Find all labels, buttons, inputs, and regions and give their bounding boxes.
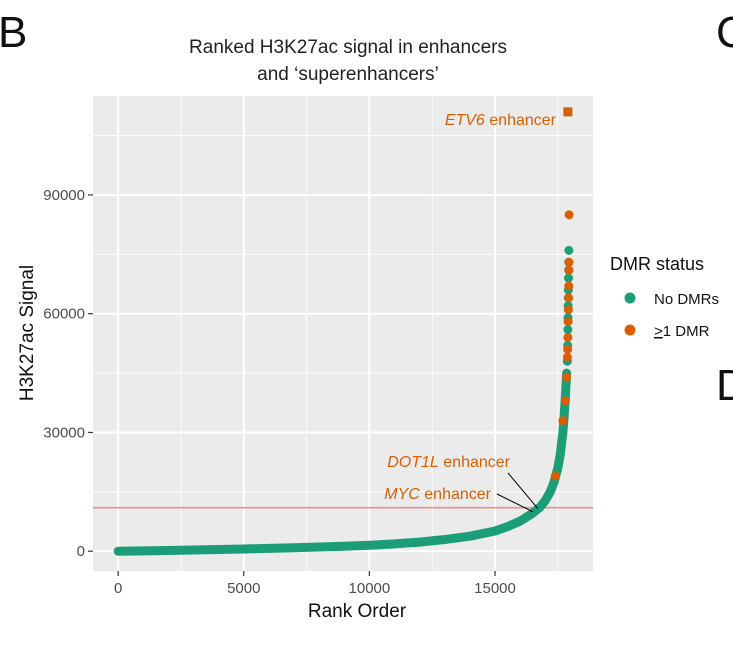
point-dmr xyxy=(564,210,574,220)
etv6-gene-name: ETV6 xyxy=(445,112,485,129)
legend-label-dmr: >1 DMR xyxy=(654,323,710,340)
point-dmr xyxy=(564,281,574,291)
point-dmr xyxy=(562,372,572,382)
x-tick-label: 10000 xyxy=(349,580,391,597)
legend-swatch-no-dmr xyxy=(624,292,636,304)
chart-title-line-2: and ‘superenhancers’ xyxy=(257,64,439,85)
point-dmr xyxy=(560,396,570,406)
x-axis-label: Rank Order xyxy=(308,601,407,622)
legend-title: DMR status xyxy=(610,254,704,274)
dot1l-leader-line xyxy=(507,472,539,509)
panel-label-d: D xyxy=(716,361,733,410)
plot-panel xyxy=(93,96,593,571)
y-axis-ticks: 0 30000 60000 90000 xyxy=(43,187,93,560)
point-dmr xyxy=(562,352,572,362)
point-dmr xyxy=(558,416,568,426)
dot1l-gene-name: DOT1L xyxy=(387,454,439,471)
y-tick-label: 0 xyxy=(77,543,85,560)
panel-label-b: B xyxy=(0,8,27,57)
point-no-dmr xyxy=(563,325,573,335)
legend-label-dmr-symbol: > xyxy=(654,323,663,340)
point-no-dmr xyxy=(564,245,574,255)
etv6-label-suffix: enhancer xyxy=(485,112,557,129)
point-dmr xyxy=(564,257,574,267)
dot1l-label-suffix: enhancer xyxy=(439,454,511,471)
point-dmr xyxy=(563,332,573,342)
etv6-enhancer-label: ETV6 enhancer xyxy=(445,112,557,129)
chart-title-line-1: Ranked H3K27ac signal in enhancers xyxy=(189,37,507,58)
y-tick-label: 60000 xyxy=(43,306,85,323)
legend: DMR status No DMRs >1 DMR xyxy=(610,254,719,340)
point-dmr xyxy=(563,305,573,315)
point-dmr xyxy=(564,265,574,275)
point-no-dmr xyxy=(564,273,574,283)
myc-gene-name: MYC xyxy=(384,486,420,503)
x-tick-label: 15000 xyxy=(474,580,516,597)
legend-label-no-dmr: No DMRs xyxy=(654,291,719,308)
point-dmr xyxy=(563,344,573,354)
y-tick-label: 30000 xyxy=(43,424,85,441)
x-tick-label: 0 xyxy=(114,580,122,597)
myc-leader-line xyxy=(496,493,533,513)
myc-label-suffix: enhancer xyxy=(420,486,492,503)
panel-label-c: C xyxy=(716,8,733,57)
etv6-enhancer-marker xyxy=(563,107,573,117)
grid-minor xyxy=(93,96,593,571)
legend-swatch-dmr xyxy=(624,324,636,336)
y-axis-label: H3K27ac Signal xyxy=(17,265,38,401)
myc-enhancer-label: MYC enhancer xyxy=(384,486,491,503)
ranked-signal-curve xyxy=(113,368,572,556)
point-dmr xyxy=(550,471,560,481)
point-dmr xyxy=(563,317,573,327)
grid-major xyxy=(93,96,593,571)
point-dmr xyxy=(564,293,574,303)
legend-label-dmr-text: 1 DMR xyxy=(663,323,710,340)
x-axis-ticks: 0 5000 10000 15000 xyxy=(114,571,516,597)
points-dmr xyxy=(550,210,574,481)
dot1l-enhancer-label: DOT1L enhancer xyxy=(387,454,510,471)
x-tick-label: 5000 xyxy=(227,580,260,597)
y-tick-label: 90000 xyxy=(43,187,85,204)
